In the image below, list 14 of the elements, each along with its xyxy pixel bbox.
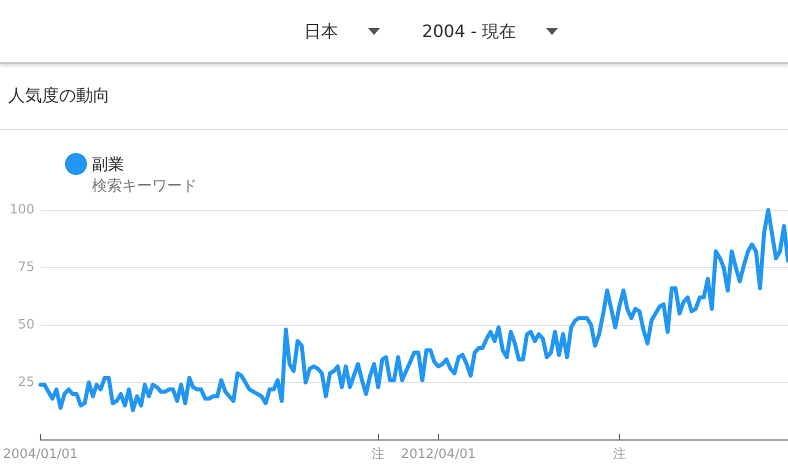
- text: 2004 - 現在: [422, 21, 516, 43]
- text: 日本: [304, 21, 338, 43]
- x-tick-label: 2012/04/01: [400, 447, 476, 462]
- line-series: [38, 208, 788, 412]
- x-tick-label: 注: [612, 447, 626, 462]
- y-tick-label: 50: [18, 318, 34, 332]
- x-tick-label: 2004/01/01: [2, 447, 78, 462]
- y-tick-label: 25: [18, 375, 34, 390]
- y-tick-label: 75: [18, 260, 34, 275]
- chart-title: 人気度の動向: [8, 85, 110, 107]
- y-tick-label: 100: [10, 202, 34, 218]
- legend-label: 副業: [92, 154, 124, 174]
- legend-title: 検索キーワード: [92, 176, 197, 194]
- x-tick-label: 注: [372, 447, 385, 462]
